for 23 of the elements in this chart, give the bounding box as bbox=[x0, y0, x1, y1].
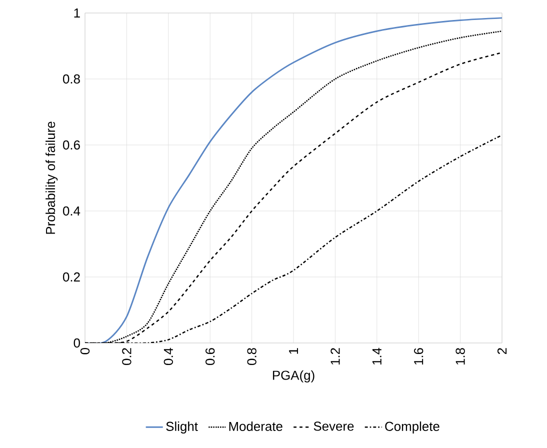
y-tick-label: 0.2 bbox=[62, 272, 80, 282]
legend-label: Complete bbox=[385, 421, 440, 434]
x-tick-label: 0.2 bbox=[122, 348, 132, 366]
x-tick-label: 0.8 bbox=[247, 348, 256, 366]
x-tick-label: 1.6 bbox=[414, 348, 424, 365]
x-axis-title: PGA(g) bbox=[272, 370, 314, 382]
y-tick-label: 0.8 bbox=[62, 74, 80, 84]
y-tick-label: 1 bbox=[74, 8, 80, 18]
x-tick-label: 1 bbox=[289, 348, 298, 354]
x-tick-label: 1.2 bbox=[330, 348, 340, 365]
x-tick-label: 1.4 bbox=[372, 348, 382, 365]
x-tick-label: 1.8 bbox=[456, 348, 465, 365]
y-tick-label: 0 bbox=[74, 338, 80, 348]
y-tick-label: 0.6 bbox=[62, 140, 80, 150]
legend-label: Severe bbox=[314, 422, 354, 431]
x-tick-label: 0.4 bbox=[164, 348, 173, 366]
legend-label: Slight bbox=[166, 421, 198, 434]
x-tick-label: 0.6 bbox=[206, 348, 215, 366]
x-tick-label: 0 bbox=[80, 348, 90, 354]
y-tick-label: 0.4 bbox=[62, 206, 80, 216]
x-tick-label: 2 bbox=[497, 348, 507, 354]
y-axis-title: Probability of failure bbox=[46, 122, 58, 234]
legend-label: Moderate bbox=[229, 421, 282, 431]
